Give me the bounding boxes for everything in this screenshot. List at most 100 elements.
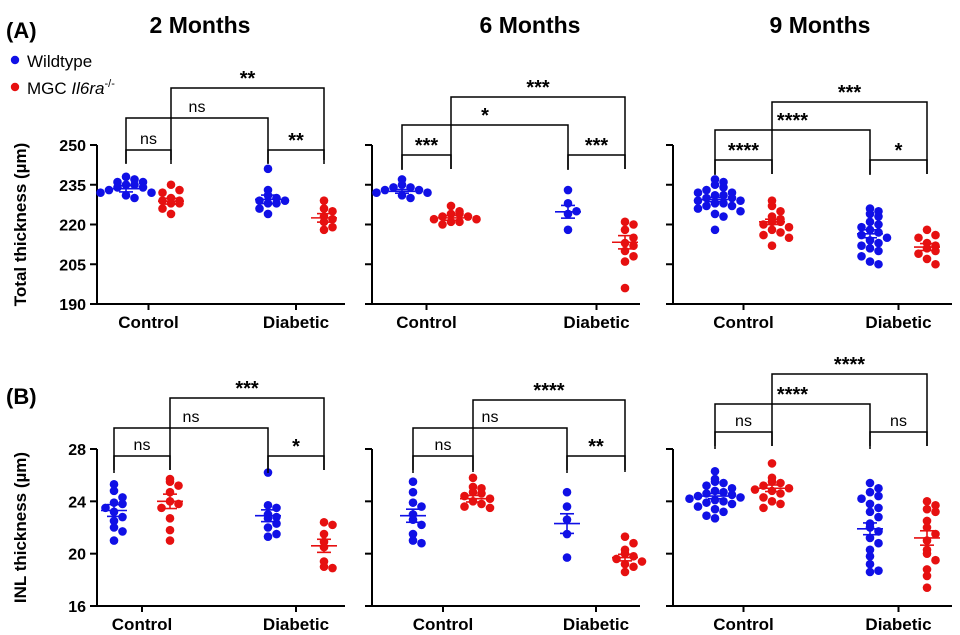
- data-point: [857, 241, 866, 250]
- significance-label: ns: [140, 131, 157, 148]
- data-point: [874, 246, 883, 256]
- data-point: [776, 206, 785, 216]
- data-point: [563, 185, 573, 195]
- x-tick-label: Diabetic: [563, 313, 629, 332]
- significance-label: ***: [235, 378, 259, 400]
- data-point: [620, 567, 630, 577]
- data-point: [922, 565, 932, 574]
- data-point: [874, 259, 883, 269]
- data-point: [874, 212, 883, 221]
- legend-wildtype-marker: [10, 55, 20, 65]
- data-point: [328, 520, 337, 530]
- data-point: [118, 499, 127, 509]
- data-point: [767, 241, 777, 250]
- data-point: [272, 503, 281, 513]
- bracket-line: [714, 431, 773, 446]
- series-group-mgc: [759, 196, 794, 250]
- data-point: [874, 483, 883, 493]
- data-point: [319, 196, 329, 205]
- significance-bracket: ns: [714, 413, 773, 446]
- data-point: [784, 483, 794, 493]
- bracket-line: [170, 87, 325, 160]
- chart-panels: 2 Months Total thickness (µm) 190 205 220 235…: [11, 12, 952, 634]
- bracket-line: [472, 399, 626, 472]
- data-point: [406, 193, 415, 203]
- data-point: [736, 196, 745, 205]
- data-point: [113, 183, 122, 192]
- bracket-line: [771, 101, 928, 174]
- significance-label: *: [895, 140, 903, 162]
- data-point: [874, 512, 883, 522]
- data-point: [263, 164, 273, 174]
- data-point: [874, 566, 883, 575]
- data-point: [865, 551, 875, 561]
- significance-bracket: ***: [450, 77, 626, 169]
- data-point: [263, 209, 273, 219]
- data-point: [380, 185, 390, 195]
- y-tick-label: 205: [59, 257, 86, 274]
- y-axis-label: Total thickness (µm): [11, 143, 30, 306]
- significance-label: ****: [834, 354, 865, 376]
- series-group-mgc: [750, 459, 794, 513]
- data-point: [372, 188, 381, 197]
- significance-label: ns: [134, 437, 151, 454]
- data-point: [620, 532, 630, 541]
- data-point: [446, 201, 456, 211]
- data-point: [319, 562, 329, 572]
- data-point: [776, 478, 785, 488]
- data-point: [710, 504, 720, 514]
- data-point: [166, 209, 176, 219]
- significance-bracket: **: [170, 68, 325, 160]
- data-point: [914, 233, 923, 243]
- data-point: [165, 477, 175, 487]
- series-group-wildtype: [857, 204, 892, 269]
- data-point: [629, 551, 638, 561]
- data-point: [130, 193, 139, 203]
- data-point: [693, 491, 703, 501]
- data-point: [914, 249, 923, 258]
- significance-bracket: ns: [125, 131, 172, 164]
- data-point: [857, 251, 866, 261]
- data-point: [620, 283, 630, 293]
- y-axis-label: INL thickness (µm): [11, 452, 30, 603]
- data-point: [328, 563, 337, 573]
- significance-bracket: ***: [169, 378, 325, 470]
- data-point: [121, 191, 131, 200]
- data-point: [857, 494, 866, 504]
- bracket-line: [714, 129, 871, 175]
- data-point: [865, 209, 875, 219]
- data-point: [477, 499, 486, 509]
- data-point: [922, 225, 932, 235]
- panel-label-a: (A): [6, 18, 37, 43]
- data-point: [563, 225, 573, 235]
- data-point: [620, 217, 630, 227]
- data-point: [922, 549, 932, 558]
- x-tick-label: Diabetic: [865, 615, 931, 634]
- data-point: [620, 225, 630, 235]
- data-point: [397, 180, 407, 190]
- legend: Wildtype MGC Il6ra-/-: [10, 52, 115, 98]
- data-point: [472, 214, 481, 224]
- data-point: [165, 514, 175, 523]
- data-point: [408, 536, 418, 545]
- significance-bracket: ns: [113, 409, 269, 473]
- series-group-wildtype: [101, 480, 127, 545]
- data-point: [157, 503, 166, 513]
- x-tick-label: Control: [713, 615, 773, 634]
- significance-bracket: **: [566, 436, 626, 470]
- series-group-mgc: [311, 517, 337, 573]
- data-point: [727, 193, 737, 203]
- data-point: [865, 567, 875, 577]
- y-tick-label: 220: [59, 218, 86, 235]
- data-point: [693, 188, 703, 197]
- x-tick-label: Control: [112, 615, 172, 634]
- bracket-line: [412, 427, 568, 473]
- series-group-wildtype: [693, 175, 745, 235]
- significance-label: ***: [585, 135, 609, 157]
- significance-label: **: [240, 68, 256, 90]
- data-point: [767, 459, 777, 468]
- data-point: [710, 209, 720, 219]
- significance-bracket: ****: [714, 384, 871, 449]
- data-point: [931, 555, 940, 565]
